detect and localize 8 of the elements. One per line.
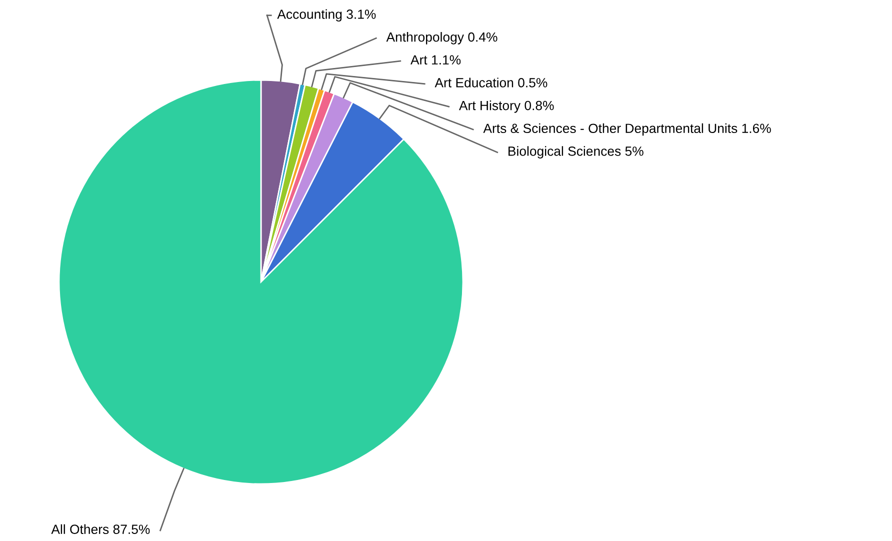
slice-label: Accounting 3.1%	[277, 9, 376, 22]
slice-label: Arts & Sciences - Other Departmental Units 1.6%	[483, 123, 771, 136]
slice-label: Art 1.1%	[410, 55, 461, 65]
slice-label: Art History 0.8%	[458, 100, 554, 113]
slice-label: All Others 87.5%	[51, 524, 150, 534]
slice-label: Anthropology 0.4%	[386, 32, 498, 44]
slice-label: Art Education 0.5%	[434, 78, 548, 88]
slice-label: Biological Sciences 5%	[508, 146, 644, 158]
